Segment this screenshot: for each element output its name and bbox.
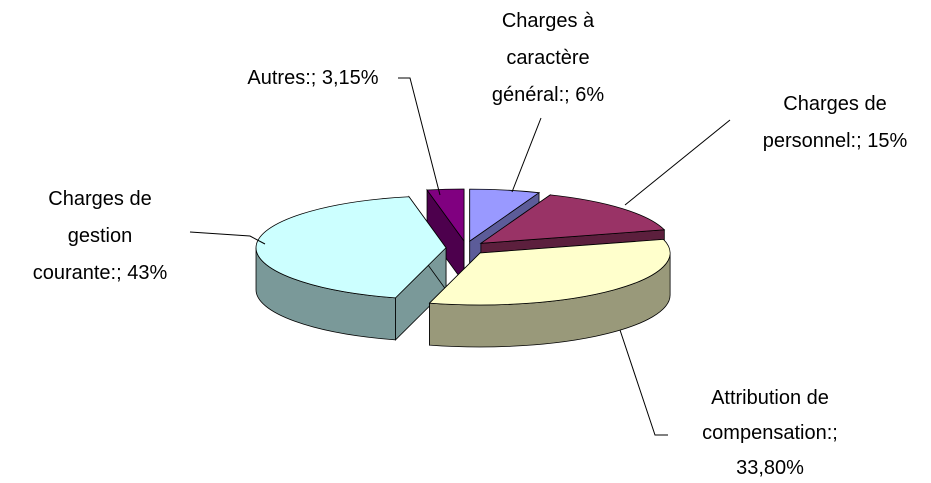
slice-top	[426, 188, 465, 243]
slice-top	[255, 196, 447, 299]
category-name: Attribution de compensation:;	[702, 387, 838, 444]
slice-top	[428, 238, 671, 306]
value-label: 43%	[127, 262, 168, 284]
category-name: Charges de personnel:;	[762, 93, 887, 152]
value-label: 6%	[575, 84, 605, 106]
data-label: Autres:; 3,15%	[213, 60, 413, 97]
slice	[426, 188, 465, 285]
leader-line	[398, 77, 441, 196]
data-label: Attribution de compensation:; 33,80%	[685, 381, 855, 483]
value-label: 15%	[867, 130, 908, 152]
slice-top	[469, 188, 541, 242]
leader-line	[624, 119, 731, 206]
data-label: Charges à caractère général:; 6%	[478, 3, 618, 114]
slice	[255, 195, 447, 341]
value-label: 33,80%	[736, 457, 804, 479]
leader-line	[511, 117, 542, 193]
slice	[428, 238, 671, 348]
category-name: Autres:;	[247, 67, 317, 89]
leader-line	[619, 329, 668, 436]
data-label: Charges de personnel:; 15%	[740, 86, 930, 160]
data-label: Charges de gestion courante:; 43%	[22, 181, 178, 292]
slice-top	[479, 194, 666, 244]
category-name: Charges à caractère général:;	[491, 10, 595, 106]
category-name: Charges de gestion courante:;	[32, 188, 152, 284]
leader-line	[189, 231, 266, 245]
value-label: 3,15%	[321, 67, 379, 89]
